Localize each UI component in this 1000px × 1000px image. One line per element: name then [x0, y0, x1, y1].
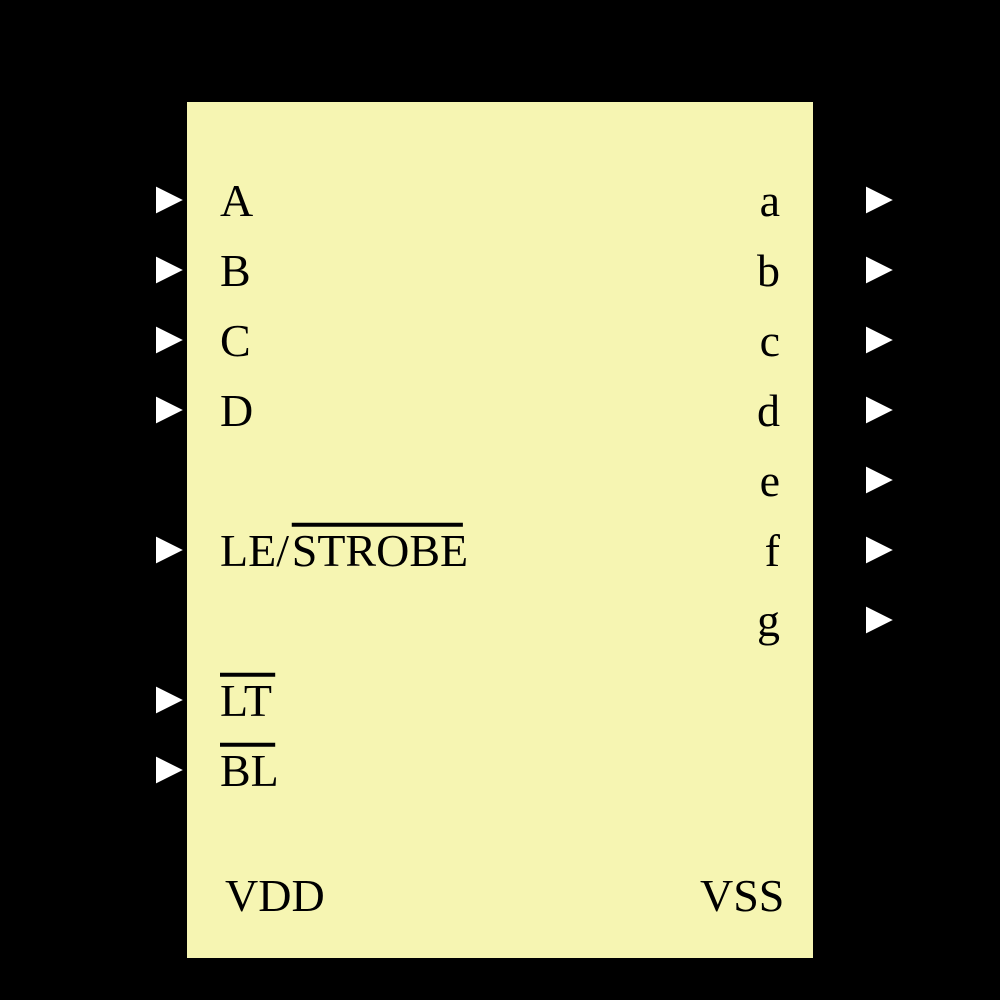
pin-label: D: [220, 385, 253, 436]
pin-number: 1: [110, 220, 130, 265]
pin-label: C: [220, 315, 251, 366]
pin-number: 9: [905, 430, 925, 475]
pin-label: LE/: [220, 525, 289, 576]
input-arrow: [155, 535, 185, 565]
pin-dot: [891, 891, 899, 899]
input-arrow: [155, 325, 185, 355]
pin-label: e: [760, 455, 780, 506]
pin-number: 3: [110, 650, 130, 695]
pin-number: 6: [110, 360, 130, 405]
pin-label: LT: [220, 675, 272, 726]
input-arrow: [155, 755, 185, 785]
pin-number: 13: [905, 150, 945, 195]
input-arrow: [155, 255, 185, 285]
pin-label: f: [765, 525, 781, 576]
power-label: VSS: [700, 870, 784, 921]
pin-label-overlined: STROBE: [292, 525, 468, 576]
pin-number: 7: [110, 150, 130, 195]
pin-label: A: [220, 175, 253, 226]
pin-dot: [101, 891, 109, 899]
input-arrow: [155, 685, 185, 715]
pin-number: 2: [110, 290, 130, 335]
pin-number: 14: [905, 570, 945, 615]
output-arrow: [865, 255, 895, 285]
output-arrow: [865, 185, 895, 215]
power-label: VDD: [225, 870, 325, 921]
pin-label: d: [757, 385, 780, 436]
pin-label: B: [220, 245, 251, 296]
pin-label: BL: [220, 745, 279, 796]
pin-number: 11: [905, 290, 944, 335]
pin-number: 12: [905, 220, 945, 265]
pin-number: 5: [110, 500, 130, 545]
output-arrow: [865, 605, 895, 635]
pin-label: g: [757, 595, 780, 646]
pin-number: 10: [905, 360, 945, 405]
pin-number: 15: [905, 500, 945, 545]
input-arrow: [155, 395, 185, 425]
pin-label: a: [760, 175, 780, 226]
pin-label: b: [757, 245, 780, 296]
output-arrow: [865, 325, 895, 355]
output-arrow: [865, 395, 895, 425]
input-arrow: [155, 185, 185, 215]
output-arrow: [865, 535, 895, 565]
output-arrow: [865, 465, 895, 495]
pin-number: 8: [870, 845, 890, 890]
pin-number: 4: [110, 720, 130, 765]
pin-label: c: [760, 315, 780, 366]
pin-number: 16: [95, 845, 135, 890]
